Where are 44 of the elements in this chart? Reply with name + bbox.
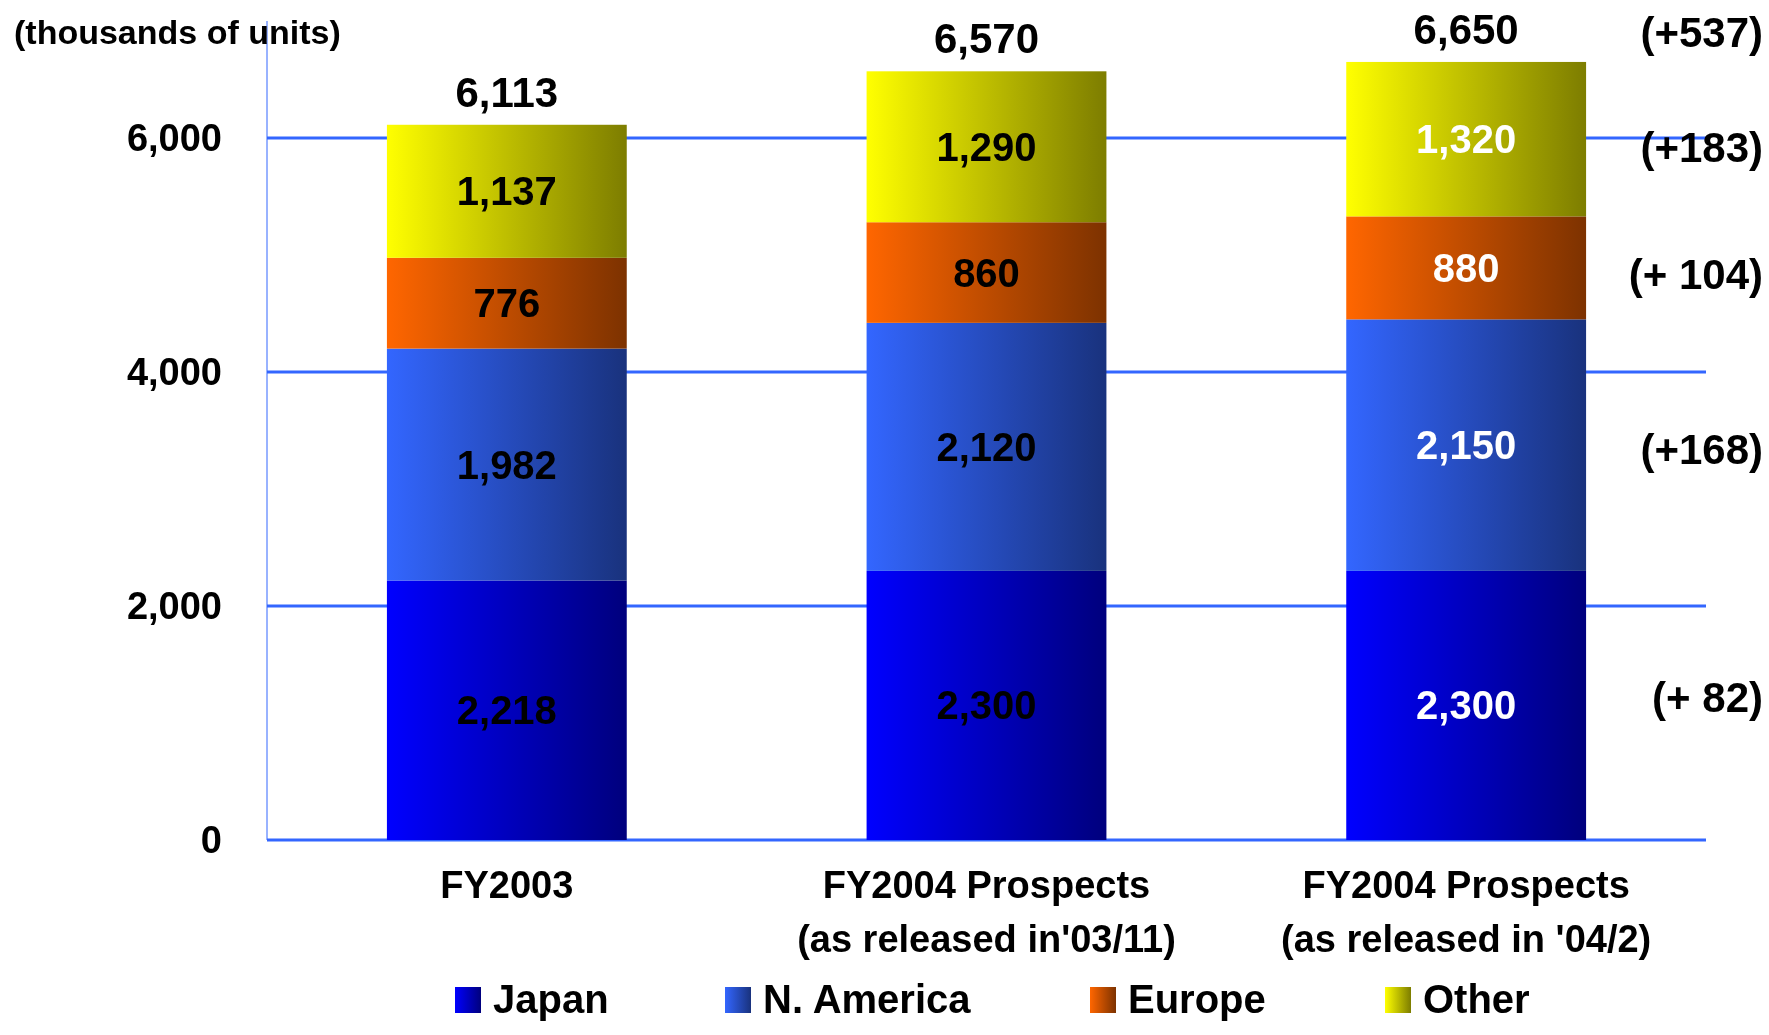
x-tick-label: FY2003 [440,864,574,906]
y-tick-label: 6,000 [126,117,222,160]
legend-label: Japan [493,977,609,1021]
data-label: 1,137 [456,169,557,214]
bar [866,222,1107,323]
annotation: (+537) [1640,8,1763,56]
data-label: 776 [473,281,541,326]
x-tick-label: FY2004 Prospects (as released in '04/2) [1281,864,1652,960]
total-label: 6,650 [1413,5,1519,53]
data-label: 2,300 [936,683,1037,728]
data-label: 1,290 [936,124,1037,169]
bar [386,348,627,581]
data-label: 2,300 [1416,683,1517,728]
x-tick-label: FY2004 Prospects (as released in'03/11) [797,864,1176,960]
data-label: 1,982 [456,442,557,487]
y-tick-label: 4,000 [126,351,222,394]
y-tick-label: 2,000 [126,585,222,628]
total-label: 6,570 [933,15,1040,63]
legend-label: Other [1423,977,1530,1021]
bar [1346,216,1587,320]
y-axis-title: (thousands of units) [14,13,341,51]
bar [1346,570,1587,840]
bar [866,322,1107,571]
data-label: 2,150 [1416,423,1517,468]
data-label: 880 [1432,245,1500,290]
data-label: 2,120 [936,424,1037,469]
bar [1346,61,1587,217]
legend-label: N. America [763,977,972,1021]
annotation: (+168) [1640,425,1763,473]
data-label: 2,218 [456,688,557,733]
bar [866,570,1107,840]
bar [386,257,627,349]
data-label: 1,320 [1416,117,1517,162]
annotation: (+183) [1640,123,1763,171]
annotation: (+ 104) [1628,250,1763,298]
bar [386,580,627,840]
total-label: 6,113 [455,68,559,116]
annotation: (+ 82) [1652,673,1763,721]
legend-label: Europe [1128,977,1266,1021]
bar [386,124,627,258]
bar [1346,319,1587,571]
bar [866,71,1107,223]
y-tick-label: 0 [200,819,222,862]
data-label: 860 [953,250,1020,295]
